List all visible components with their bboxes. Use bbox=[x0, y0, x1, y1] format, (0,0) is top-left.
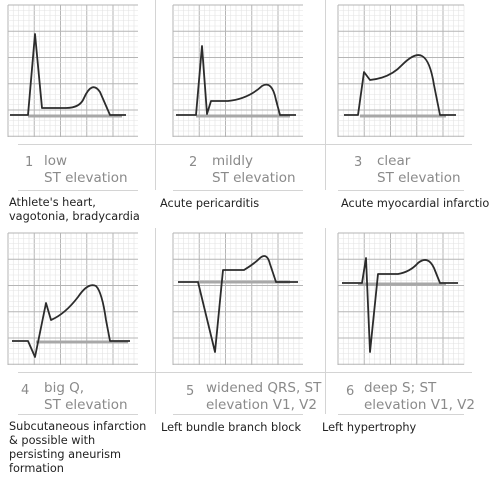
panel-caption-5-line-2: elevation V1, V2 bbox=[206, 397, 318, 413]
panel-description-3: Acute myocardial infarction bbox=[341, 197, 490, 211]
panel-description-1-line-2: vagotonia, bradycardia bbox=[9, 210, 140, 223]
panel-number-4: 4 bbox=[21, 383, 30, 398]
panel-description-2: Acute pericarditis bbox=[160, 197, 259, 211]
panel-caption-6: deep S; ST elevation V1, V2 bbox=[364, 380, 475, 414]
panel-caption-3-line-2: ST elevation bbox=[377, 170, 461, 186]
panel-caption-6-line-2: elevation V1, V2 bbox=[364, 397, 476, 413]
ecg-trace-1 bbox=[10, 33, 126, 116]
grid-lines bbox=[172, 4, 303, 137]
caption-divider-1 bbox=[18, 190, 138, 191]
caption-divider-2 bbox=[173, 190, 303, 191]
ecg-trace-3 bbox=[344, 54, 456, 116]
panel-caption-5-line-1: widened QRS, ST bbox=[206, 380, 322, 396]
panel-caption-2-line-2: ST elevation bbox=[212, 170, 296, 186]
panel-caption-3-line-1: clear bbox=[377, 153, 411, 169]
ecg-trace-6 bbox=[342, 257, 458, 353]
grid-lines bbox=[337, 4, 465, 137]
panel-description-1-line-1: Athlete's heart, bbox=[9, 196, 96, 209]
panel-number-2: 2 bbox=[189, 155, 198, 170]
panel-caption-2-line-1: mildly bbox=[212, 153, 253, 169]
ecg-trace-4 bbox=[12, 284, 130, 358]
panel-description-4-line-3: persisting aneurism bbox=[9, 448, 122, 461]
panel-caption-4-line-2: ST elevation bbox=[44, 397, 128, 413]
panel-caption-1-line-1: low bbox=[44, 153, 68, 169]
panel-number-3: 3 bbox=[354, 155, 363, 170]
vertical-divider-3 bbox=[155, 228, 156, 414]
horizontal-divider-2 bbox=[18, 372, 472, 373]
panel-description-6-line-1: Left hypertrophy bbox=[322, 421, 417, 434]
caption-divider-6 bbox=[338, 414, 464, 415]
panel-caption-4: big Q, ST elevation bbox=[44, 380, 128, 414]
panel-caption-4-line-1: big Q, bbox=[44, 380, 85, 396]
ecg-trace-2 bbox=[176, 45, 296, 116]
panel-description-3-line-1: Acute myocardial infarction bbox=[341, 197, 490, 210]
panel-caption-1: low ST elevation bbox=[44, 153, 128, 187]
panel-caption-5: widened QRS, ST elevation V1, V2 bbox=[206, 380, 321, 414]
panel-description-4: Subcutaneous infarction & possible with … bbox=[9, 420, 146, 476]
panel-description-4-line-2: & possible with bbox=[9, 434, 96, 447]
vertical-divider-2 bbox=[325, 0, 326, 190]
panel-number-1: 1 bbox=[25, 155, 34, 170]
panel-description-4-line-1: Subcutaneous infarction bbox=[9, 420, 147, 433]
panel-description-5: Left bundle branch block bbox=[161, 421, 301, 435]
panel-description-2-line-1: Acute pericarditis bbox=[160, 197, 260, 210]
horizontal-divider-1 bbox=[18, 144, 472, 145]
panel-caption-6-line-1: deep S; ST bbox=[364, 380, 437, 396]
panel-description-5-line-1: Left bundle branch block bbox=[161, 421, 302, 434]
grid-lines bbox=[172, 232, 303, 365]
caption-divider-4 bbox=[18, 414, 138, 415]
panel-caption-3: clear ST elevation bbox=[377, 153, 461, 187]
panel-number-5: 5 bbox=[186, 384, 195, 399]
caption-divider-3 bbox=[338, 190, 464, 191]
panel-caption-2: mildly ST elevation bbox=[212, 153, 296, 187]
panel-description-4-line-4: formation bbox=[9, 462, 64, 475]
panel-caption-1-line-2: ST elevation bbox=[44, 170, 128, 186]
grid-lines bbox=[337, 232, 465, 365]
panel-description-1: Athlete's heart, vagotonia, bradycardia bbox=[9, 196, 140, 224]
ecg-trace-5 bbox=[178, 255, 298, 353]
caption-divider-5 bbox=[173, 414, 303, 415]
panel-description-6: Left hypertrophy bbox=[322, 421, 416, 435]
vertical-divider-1 bbox=[155, 0, 156, 190]
panel-number-6: 6 bbox=[346, 384, 355, 399]
vertical-divider-4 bbox=[325, 228, 326, 414]
